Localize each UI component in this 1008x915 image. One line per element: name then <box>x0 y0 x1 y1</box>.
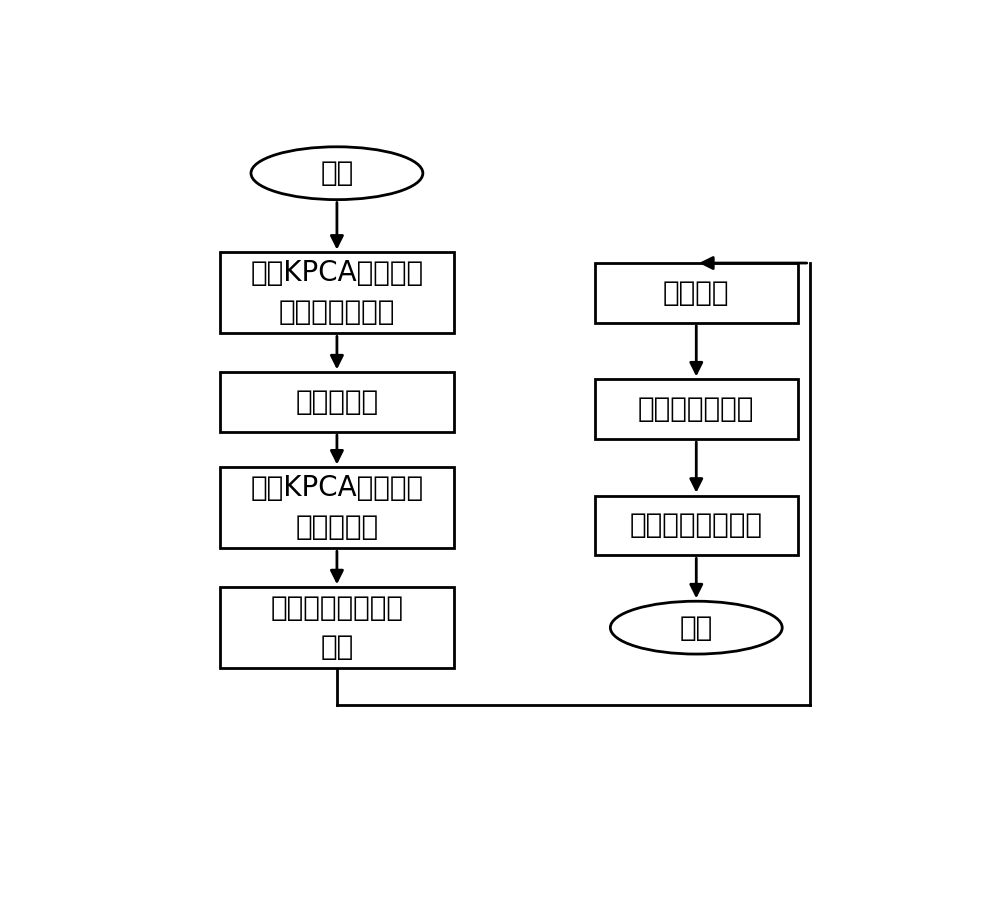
Text: 识别系统瓶颈工序: 识别系统瓶颈工序 <box>630 511 763 540</box>
FancyBboxPatch shape <box>220 468 454 548</box>
Text: 计算距离: 计算距离 <box>663 279 730 307</box>
Text: 开始: 开始 <box>321 159 354 188</box>
Text: 计算工序贴近度: 计算工序贴近度 <box>638 395 754 424</box>
Text: 利用KPCA的权值构
建权重矩阵: 利用KPCA的权值构 建权重矩阵 <box>250 474 423 542</box>
FancyBboxPatch shape <box>220 587 454 668</box>
FancyBboxPatch shape <box>595 496 798 555</box>
Ellipse shape <box>251 146 423 199</box>
FancyBboxPatch shape <box>220 372 454 432</box>
FancyBboxPatch shape <box>595 263 798 323</box>
Text: 根据KPCA提取的核
主成分构建矩阵: 根据KPCA提取的核 主成分构建矩阵 <box>250 260 423 327</box>
Text: 结束: 结束 <box>679 614 713 641</box>
Ellipse shape <box>611 601 782 654</box>
FancyBboxPatch shape <box>595 380 798 439</box>
Text: 确定理想解和非理
想解: 确定理想解和非理 想解 <box>270 594 403 662</box>
Text: 标准化矩阵: 标准化矩阵 <box>295 388 378 416</box>
FancyBboxPatch shape <box>220 253 454 333</box>
